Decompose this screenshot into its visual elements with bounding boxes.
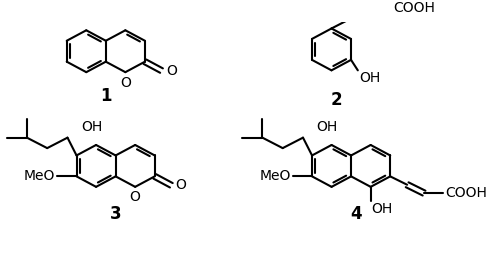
Text: O: O <box>166 64 177 78</box>
Text: O: O <box>176 178 186 192</box>
Text: 3: 3 <box>110 205 122 223</box>
Text: OH: OH <box>372 202 393 216</box>
Text: COOH: COOH <box>394 1 435 14</box>
Text: 2: 2 <box>330 91 342 109</box>
Text: COOH: COOH <box>445 186 487 200</box>
Text: O: O <box>120 76 131 90</box>
Text: OH: OH <box>359 71 380 85</box>
Text: 4: 4 <box>350 205 362 223</box>
Text: OH: OH <box>316 120 338 134</box>
Text: O: O <box>130 191 140 204</box>
Text: 1: 1 <box>100 87 112 105</box>
Text: OH: OH <box>81 120 102 134</box>
Text: MeO: MeO <box>260 169 291 183</box>
Text: MeO: MeO <box>24 169 56 183</box>
